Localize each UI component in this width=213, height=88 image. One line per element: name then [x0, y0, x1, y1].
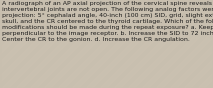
- Polygon shape: [16, 0, 111, 88]
- Polygon shape: [156, 0, 213, 88]
- Polygon shape: [114, 0, 209, 88]
- Polygon shape: [0, 0, 83, 88]
- Polygon shape: [30, 0, 125, 88]
- Polygon shape: [86, 0, 181, 88]
- Polygon shape: [170, 0, 213, 88]
- Polygon shape: [100, 0, 195, 88]
- Polygon shape: [184, 0, 213, 88]
- Polygon shape: [2, 0, 97, 88]
- Polygon shape: [212, 0, 213, 88]
- Polygon shape: [0, 0, 55, 88]
- Text: A radiograph of an AP axial projection of the cervical spine reveals that the
in: A radiograph of an AP axial projection o…: [2, 1, 213, 43]
- Polygon shape: [142, 0, 213, 88]
- Polygon shape: [0, 0, 41, 88]
- Polygon shape: [58, 0, 153, 88]
- Polygon shape: [0, 0, 13, 88]
- Polygon shape: [72, 0, 167, 88]
- Polygon shape: [44, 0, 139, 88]
- Polygon shape: [0, 0, 69, 88]
- Polygon shape: [198, 0, 213, 88]
- Polygon shape: [0, 0, 27, 88]
- Polygon shape: [128, 0, 213, 88]
